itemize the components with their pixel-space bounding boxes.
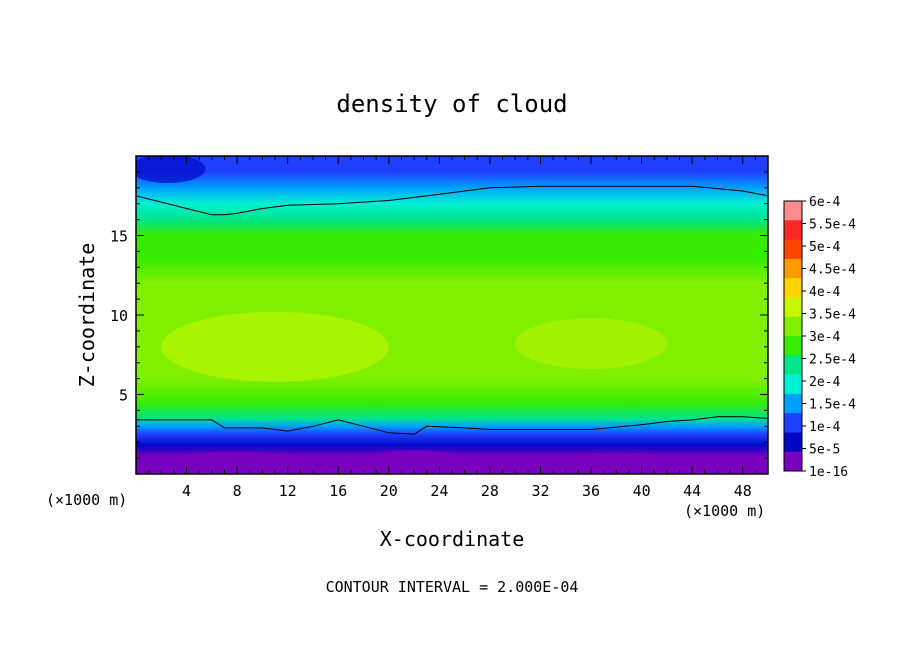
colorbar-label: 1e-4	[809, 420, 840, 435]
x-axis: 4 8 12 16 20 24 28 32 36 40 44 48	[148, 156, 756, 500]
field-patch	[363, 450, 465, 470]
colorbar-label: 3e-4	[809, 330, 840, 345]
colorbar-swatch	[784, 258, 802, 279]
colorbar-swatch	[784, 201, 802, 221]
colorbar-swatch	[784, 355, 802, 376]
colorbar: 6e-4 5.5e-4 5e-4 4.5e-4 4e-4 3.5e-4 3e-4 2.5e-4…	[783, 195, 856, 480]
colorbar-swatch	[784, 413, 802, 433]
field-patch	[540, 453, 693, 470]
x-tick-label: 8	[233, 482, 242, 500]
x-axis-label: X-coordinate	[380, 527, 525, 551]
colorbar-label: 1.5e-4	[809, 398, 856, 413]
x-unit-right: (×1000 m)	[684, 502, 765, 520]
field-patch	[161, 451, 313, 471]
x-tick-label: 24	[430, 482, 448, 500]
colorbar-swatch	[784, 220, 802, 241]
contour-interval-note: CONTOUR INTERVAL = 2.000E-04	[326, 578, 579, 596]
colorbar-label: 3.5e-4	[809, 308, 856, 323]
x-tick-label: 12	[279, 482, 297, 500]
y-tick-label: 5	[119, 387, 128, 405]
x-tick-label: 40	[633, 482, 651, 500]
x-tick-label: 16	[329, 482, 347, 500]
x-tick-label: 44	[683, 482, 701, 500]
x-tick-label: 36	[582, 482, 600, 500]
field-patch	[136, 156, 206, 184]
plot-area	[136, 156, 768, 474]
colorbar-swatch	[784, 297, 802, 318]
colorbar-label: 4e-4	[809, 285, 840, 300]
colorbar-label: 5e-4	[809, 240, 840, 255]
y-axis: 5 10 15	[110, 171, 768, 459]
colorbar-swatch	[784, 278, 802, 298]
colorbar-swatch	[784, 239, 802, 260]
field-patch	[515, 318, 667, 370]
y-tick-label: 10	[110, 307, 128, 325]
colorbar-label: 2e-4	[809, 375, 840, 390]
colorbar-label: 5.5e-4	[809, 218, 856, 233]
contour-line-lower	[136, 416, 768, 435]
contour-line-upper	[136, 185, 768, 216]
colorbar-label: 2.5e-4	[809, 353, 856, 368]
colorbar-label: 4.5e-4	[809, 263, 856, 278]
y-tick-label: 15	[110, 228, 128, 246]
field-patch	[161, 311, 389, 382]
y-axis-label: Z-coordinate	[75, 243, 99, 388]
colorbar-swatch	[784, 432, 802, 453]
colorbar-label: 5e-5	[809, 443, 840, 458]
x-tick-label: 4	[182, 482, 191, 500]
colorbar-swatch	[784, 393, 802, 414]
x-tick-label: 32	[531, 482, 549, 500]
x-tick-label: 20	[380, 482, 398, 500]
colorbar-swatch	[784, 336, 802, 356]
x-unit-left: (×1000 m)	[46, 491, 127, 509]
field-patches	[136, 156, 693, 471]
colorbar-swatch	[784, 374, 802, 395]
colorbar-swatch	[784, 316, 802, 337]
chart-title: density of cloud	[336, 90, 567, 118]
colorbar-swatch	[784, 451, 802, 472]
colorbar-label: 1e-16	[809, 465, 848, 480]
x-tick-label: 48	[734, 482, 752, 500]
x-tick-label: 28	[481, 482, 499, 500]
colorbar-label: 6e-4	[809, 195, 840, 210]
